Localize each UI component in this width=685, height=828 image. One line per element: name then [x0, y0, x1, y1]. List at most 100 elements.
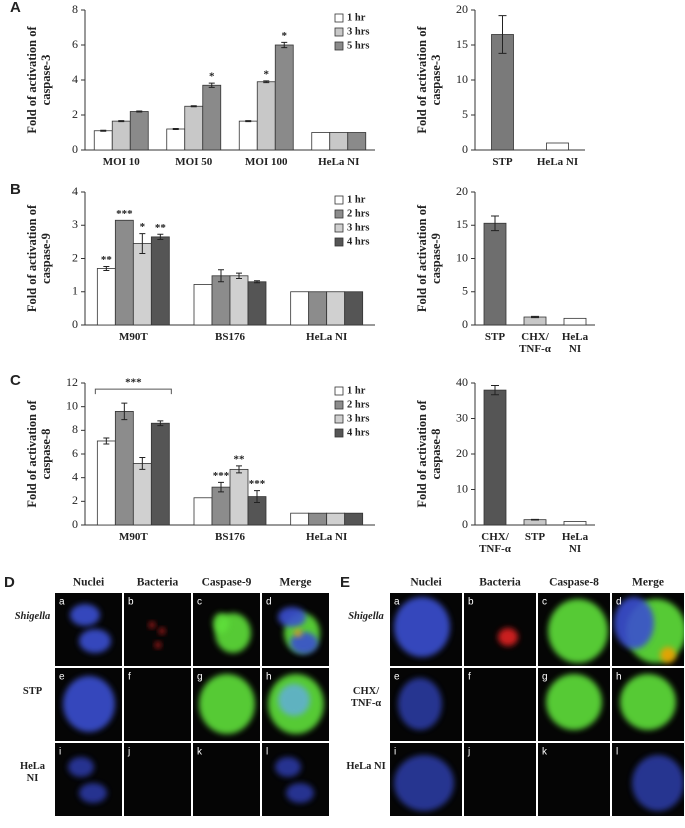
micrograph-bg	[124, 593, 191, 666]
significance: *	[140, 221, 146, 233]
y-tick-label: 0	[462, 517, 468, 531]
x-tick-label: MOI 50	[175, 156, 213, 168]
error-bar	[254, 280, 260, 284]
micrograph-content	[398, 678, 442, 730]
significance: **	[101, 254, 113, 266]
legend-label: 5 hrs	[347, 40, 369, 51]
legend-swatch	[334, 209, 344, 219]
bar	[202, 84, 222, 151]
micrograph-letter: e	[394, 672, 400, 683]
error-bar	[531, 315, 539, 319]
bar	[111, 120, 131, 151]
error-bar	[139, 457, 146, 470]
error-bar	[139, 233, 146, 255]
x-tick-label: HeLa NI	[561, 331, 589, 355]
y-axis-label: caspase-8	[39, 429, 53, 480]
error-bar	[121, 402, 128, 421]
legend-label: 4 hrs	[347, 236, 369, 247]
y-tick-label: 5	[462, 107, 468, 121]
x-tick-label: HeLa NI	[306, 331, 348, 343]
panel-label: C	[10, 372, 21, 389]
error-bar	[531, 518, 539, 521]
x-tick-label: M90T	[118, 331, 148, 343]
micrograph: l	[612, 743, 684, 816]
micrograph-letter: h	[266, 672, 272, 683]
y-axis-label: Fold of activation of	[25, 26, 39, 134]
significance: *	[264, 68, 270, 80]
y-tick-label: 10	[456, 72, 468, 86]
micrograph-content	[394, 755, 454, 811]
bar	[326, 291, 346, 326]
legend-swatch	[334, 223, 344, 233]
bar	[229, 468, 249, 526]
legend-label: 2 hrs	[347, 399, 369, 410]
y-tick-label: 15	[456, 217, 468, 231]
cell-stain	[614, 597, 654, 649]
micrograph-content	[498, 628, 518, 646]
x-tick-label: HeLa NI	[561, 531, 589, 555]
error-bar	[491, 215, 499, 232]
row-label: Shigella	[14, 611, 51, 622]
bar	[563, 521, 587, 526]
micrograph-content	[199, 674, 255, 734]
legend-label: 2 hrs	[347, 208, 369, 219]
row-label: STP	[22, 686, 43, 697]
micrograph-letter: e	[59, 672, 65, 683]
y-tick-label: 6	[72, 446, 78, 460]
column-header: Bacteria	[137, 577, 179, 589]
error-bar	[157, 420, 164, 427]
bar	[193, 284, 213, 326]
bar	[229, 275, 249, 326]
cell-stain	[159, 628, 165, 634]
bar	[290, 291, 310, 326]
micrograph-letter: a	[394, 597, 400, 608]
column-header: Caspase-9	[202, 577, 252, 589]
micrograph-content	[546, 674, 602, 730]
y-axis-label: caspase-9	[429, 233, 443, 284]
micrograph-content	[213, 613, 251, 653]
y-tick-label: 12	[66, 375, 78, 389]
micrograph-letter: b	[128, 597, 134, 608]
micrograph: i	[55, 743, 122, 816]
micrograph-letter: g	[197, 672, 203, 683]
bar	[166, 128, 186, 151]
micrograph: h	[262, 668, 329, 741]
micrograph-letter: l	[266, 747, 268, 758]
micrograph-letter: j	[127, 747, 130, 758]
bar	[274, 44, 294, 151]
y-axis-label: caspase-3	[429, 55, 443, 106]
micrograph-bg	[464, 668, 536, 741]
micrograph-bg	[538, 743, 610, 816]
micrograph-bg	[124, 743, 191, 816]
legend-label: 1 hr	[347, 385, 366, 396]
micrograph-letter: f	[468, 672, 471, 683]
error-bar	[491, 384, 499, 396]
micrograph: g	[538, 668, 610, 741]
cell-stain	[632, 755, 684, 811]
x-tick-label: MOI 100	[245, 156, 288, 168]
row-label: HeLa NI	[19, 761, 46, 784]
error-bar	[245, 120, 252, 123]
cell-stain	[68, 757, 94, 777]
legend-swatch	[334, 428, 344, 438]
bar	[132, 243, 152, 326]
y-axis-label: caspase-3	[39, 55, 53, 106]
micrograph-content	[268, 674, 324, 734]
y-tick-label: 15	[456, 37, 468, 51]
bar	[523, 316, 547, 326]
micrograph-letter: c	[197, 597, 202, 608]
legend-swatch	[334, 195, 344, 205]
legend-swatch	[334, 386, 344, 396]
bar	[308, 512, 328, 526]
significance: *	[282, 30, 288, 42]
bar	[329, 132, 349, 151]
bar	[211, 486, 231, 526]
x-tick-label: CHX/ TNF-α	[519, 331, 551, 355]
column-header: Bacteria	[479, 577, 521, 589]
legend-swatch	[334, 27, 344, 37]
y-tick-label: 8	[72, 422, 78, 436]
y-axis-label: caspase-8	[429, 429, 443, 480]
micrograph-content	[278, 607, 320, 654]
micrograph-content	[632, 755, 684, 811]
error-bar	[218, 481, 224, 493]
